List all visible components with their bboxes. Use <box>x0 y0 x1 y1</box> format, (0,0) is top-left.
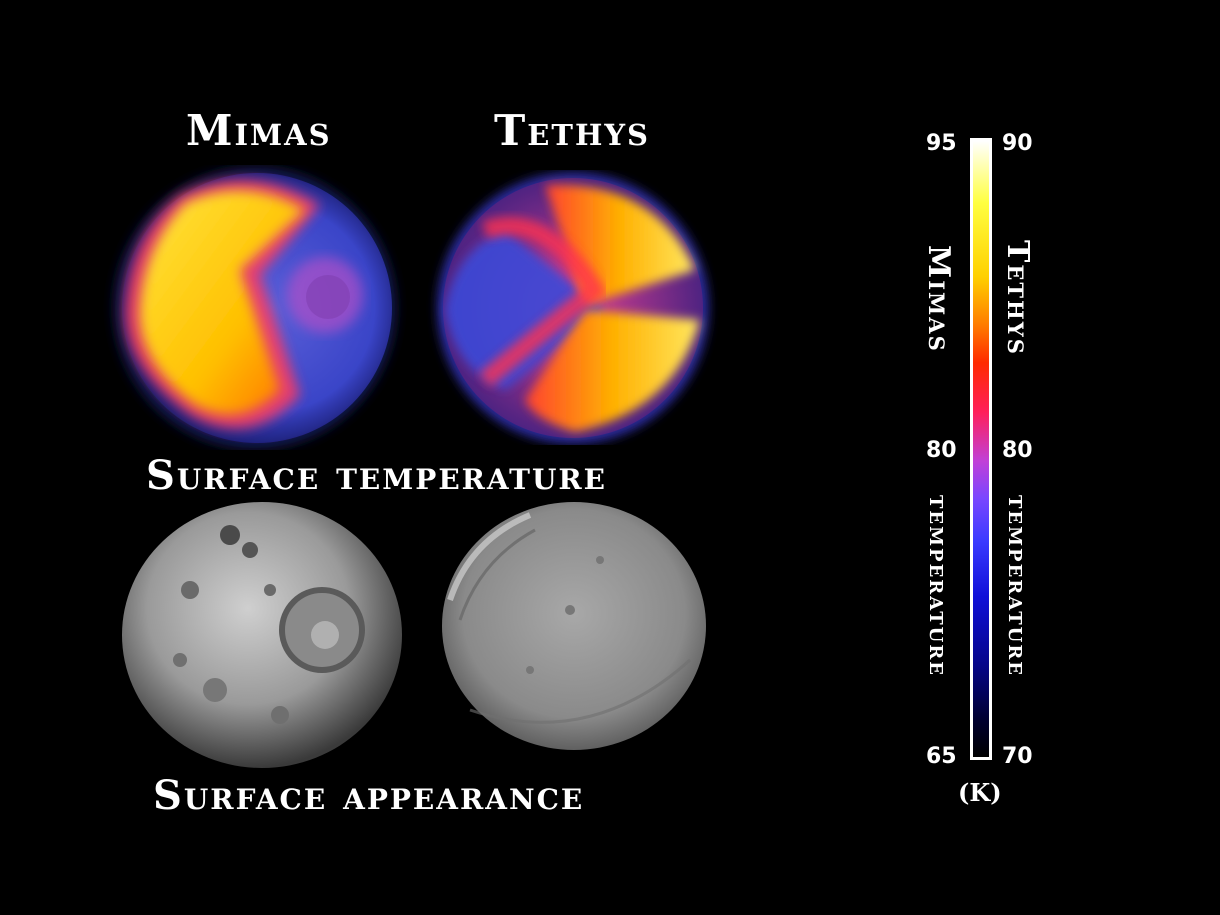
mimas-scale-mid: 80 <box>926 438 957 463</box>
mimas-surface-image <box>122 502 402 768</box>
tethys-scale-min: 70 <box>1002 744 1033 769</box>
tethys-temperature-map <box>437 172 709 444</box>
temperature-color-scale <box>970 138 992 760</box>
tethys-surface-image <box>442 502 706 750</box>
surface-temperature-title: Surface temperature <box>146 452 607 499</box>
mimas-scale-label: Mimas <box>921 245 956 353</box>
scale-unit: (K) <box>958 778 1002 807</box>
tethys-title: Tethys <box>494 106 650 155</box>
tethys-temperature-axis-label: temperature <box>1002 495 1032 678</box>
tethys-scale-max: 90 <box>1002 131 1033 156</box>
surface-appearance-title: Surface appearance <box>153 772 585 819</box>
mimas-scale-max: 95 <box>926 131 957 156</box>
tethys-scale-label: Tethys <box>1000 240 1035 356</box>
mimas-scale-min: 65 <box>926 744 957 769</box>
mimas-temperature-axis-label: temperature <box>923 495 953 678</box>
mimas-title: Mimas <box>186 106 332 155</box>
tethys-scale-mid: 80 <box>1002 438 1033 463</box>
mimas-temperature-map <box>115 168 395 448</box>
